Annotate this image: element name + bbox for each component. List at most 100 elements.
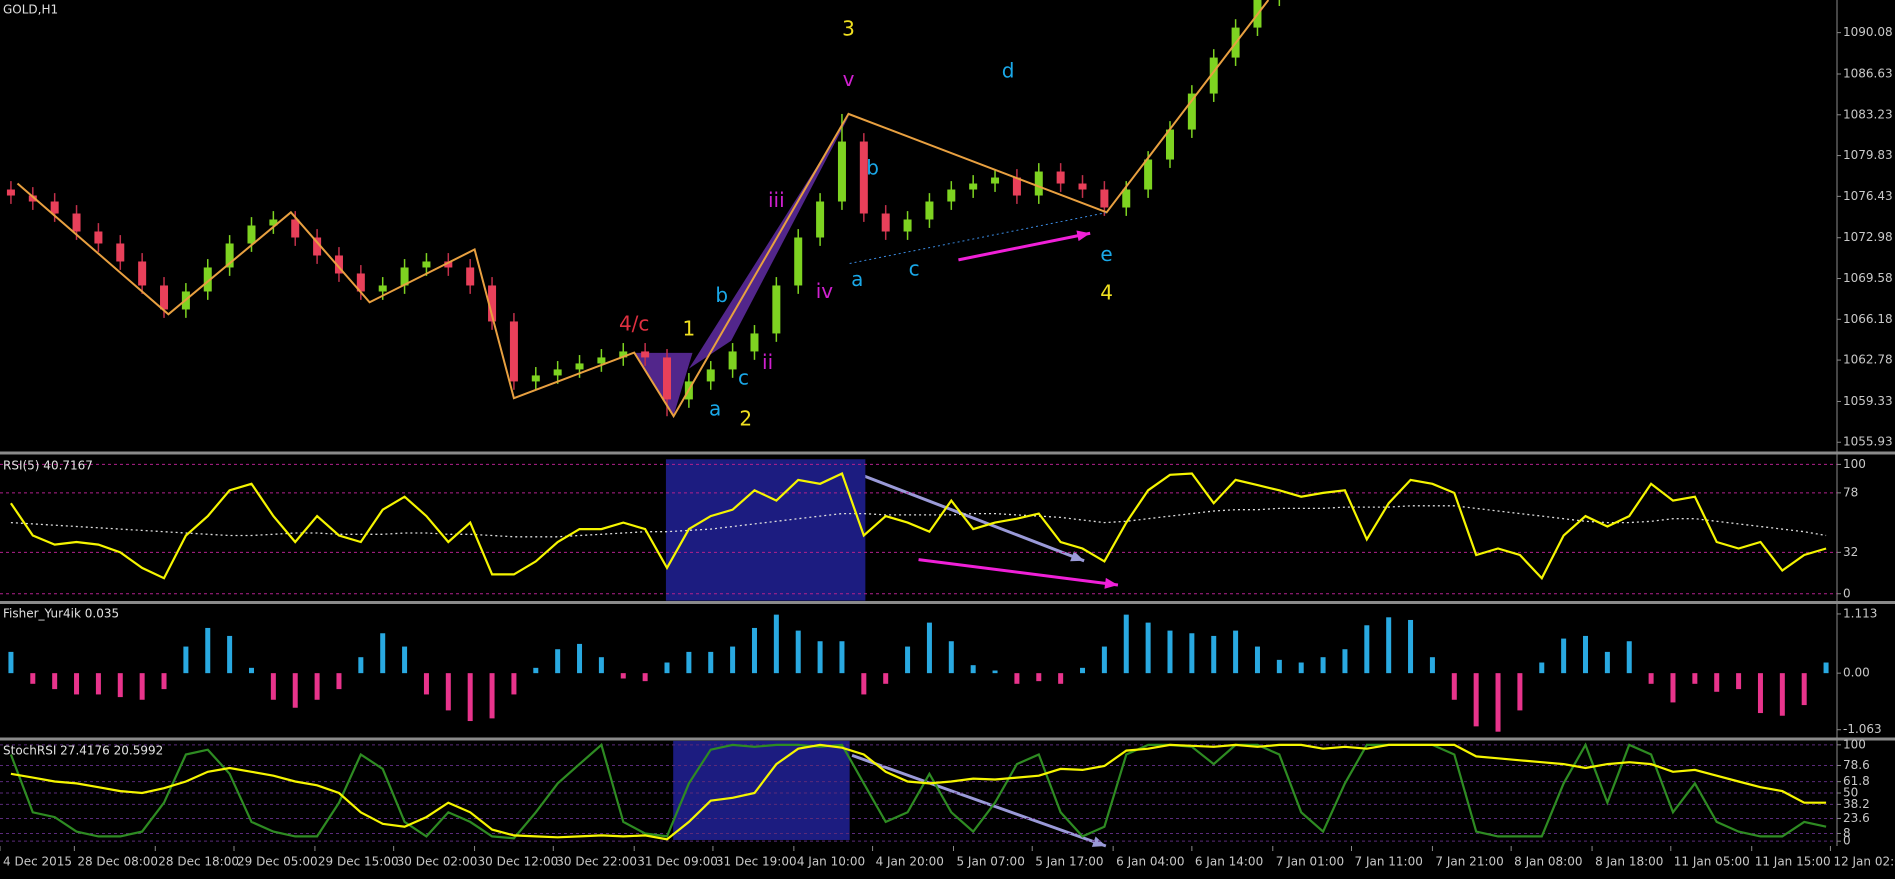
histogram-bar [773,614,779,674]
candle-body [269,219,278,226]
x-tick-label: 7 Jan 21:00 [1435,855,1503,869]
histogram-bar [1823,662,1829,674]
candle-body [28,195,37,202]
panel-title: StochRSI 27.4176 20.5992 [3,744,163,758]
histogram-bar [1101,646,1107,674]
histogram-bar [861,673,867,695]
arrow [851,753,1107,848]
x-tick-label: 8 Jan 08:00 [1514,855,1582,869]
histogram-bar [751,627,757,674]
candle-body [509,321,518,382]
wave-label: 4/c [619,312,649,336]
x-tick-label: 11 Jan 05:00 [1674,855,1750,869]
histogram-bar [1583,635,1589,674]
histogram-bar [1757,673,1763,714]
wave-label: v [843,67,855,91]
x-tick-label: 29 Dec 15:00 [318,855,399,869]
histogram-bar [139,673,145,700]
panel-title: GOLD,H1 [3,3,58,17]
wave-label: e [1100,242,1112,266]
x-tick-label: 30 Dec 02:00 [397,855,478,869]
candle-body [247,225,256,244]
y-tick-label: 50 [1843,786,1858,800]
histogram-bar [1429,657,1435,674]
y-tick-label: 1086.63 [1843,67,1893,81]
histogram-bar [292,673,298,708]
x-tick-label: 7 Jan 11:00 [1355,855,1423,869]
histogram-bar [686,651,692,674]
y-tick-label: 1062.78 [1843,353,1893,367]
histogram-bar [1233,630,1239,674]
histogram-bar [620,673,626,679]
y-tick-label: 0 [1843,586,1851,600]
histogram-bar [1298,662,1304,674]
wave-label: a [851,267,863,291]
histogram-bar [270,673,276,700]
histogram-bar [905,646,911,674]
wave-label: iv [816,279,834,303]
y-tick-label: 1066.18 [1843,312,1893,326]
histogram-bar [926,622,932,674]
histogram-bar [1714,673,1720,692]
histogram-bar [248,667,254,674]
highlight-box [673,740,850,840]
histogram-bar [598,657,604,674]
histogram-bar [1014,673,1020,684]
y-tick-label: 1076.43 [1843,189,1893,203]
x-tick-label: 30 Dec 22:00 [556,855,637,869]
histogram-bar [1561,638,1567,674]
histogram-bar [402,646,408,674]
wave-label: a [709,397,721,421]
candle-body [225,243,234,268]
candle-body [706,369,715,382]
candle-body [116,243,125,262]
x-tick-label: 31 Dec 19:00 [716,855,797,869]
x-tick-label: 5 Jan 07:00 [956,855,1024,869]
candle-body [50,201,59,214]
candle-body [378,285,387,292]
histogram-bar [1189,633,1195,674]
candle-body [794,237,803,286]
y-tick-label: 1.113 [1843,606,1877,620]
indicator-line [10,505,1827,538]
y-tick-label: 100 [1843,737,1866,751]
candle-body [488,285,497,322]
arrow-head [1070,551,1085,562]
arrow-head [1104,577,1118,589]
y-tick-label: 0 [1843,834,1851,848]
candle-body [1100,189,1109,208]
histogram-bar [948,641,954,674]
candle-body [422,261,431,268]
candle-body [203,267,212,292]
y-tick-label: 8 [1843,826,1851,840]
histogram-bar [1670,673,1676,703]
histogram-bar [1276,659,1282,674]
panel-title: Fisher_Yur4ik 0.035 [3,607,119,621]
x-tick-label: 5 Jan 17:00 [1035,855,1103,869]
histogram-bar [1539,662,1545,674]
histogram-bar [380,633,386,674]
histogram-bar [1342,649,1348,674]
y-tick-label: 1079.83 [1843,148,1893,162]
histogram-bar [445,673,451,711]
wave-label: b [715,283,728,307]
histogram-bar [489,673,495,719]
histogram-bar [117,673,123,698]
arrow [918,558,1119,587]
y-tick-label: -1.063 [1843,722,1882,736]
wave-label: 2 [739,406,752,430]
candle-body [837,141,846,202]
histogram-bar [336,673,342,690]
panel-title: RSI(5) 40.7167 [3,459,93,473]
wave-wedge [688,114,850,369]
histogram-bar [1408,619,1414,674]
wave-label: 1 [683,316,696,340]
highlight-box [665,459,866,601]
candle-body [356,273,365,292]
histogram-bar [1364,625,1370,674]
candle-body [859,141,868,214]
candle-body [531,375,540,382]
